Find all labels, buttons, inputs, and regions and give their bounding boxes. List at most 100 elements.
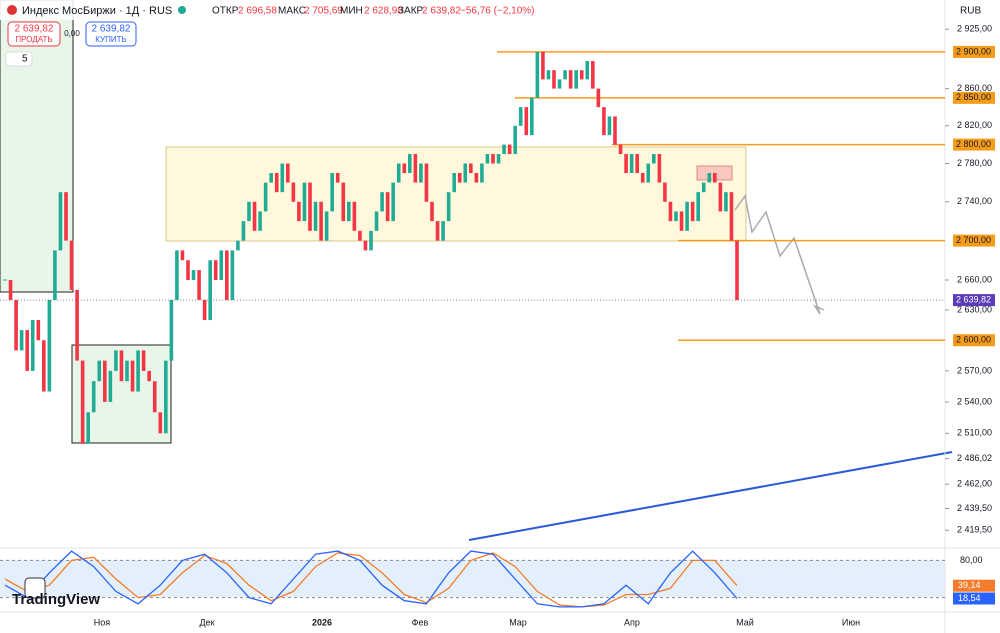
candle-body	[47, 299, 52, 392]
logo: TradingView	[12, 591, 100, 608]
candle-body	[225, 250, 229, 300]
candle-body	[474, 173, 479, 183]
candle-body	[330, 173, 334, 212]
candle-body	[663, 182, 667, 202]
level-box	[953, 45, 995, 58]
buy-label: КУПИТЬ	[95, 35, 126, 44]
candle-body	[297, 201, 301, 222]
candle-body	[97, 360, 102, 382]
candle-body	[202, 299, 207, 321]
band-label: 80,00	[960, 555, 983, 565]
candle-body	[596, 88, 601, 108]
candle-body	[269, 173, 273, 183]
candle-body	[441, 221, 445, 241]
candle-body	[430, 201, 434, 222]
candle-body	[86, 412, 90, 444]
candle-body	[557, 79, 562, 89]
candle-body	[258, 211, 262, 231]
candle-body	[141, 350, 146, 371]
candle-body	[152, 381, 157, 413]
buy-price: 2 639,82	[92, 24, 131, 35]
candle-body	[530, 97, 534, 136]
candle-body	[230, 250, 235, 300]
candle-body	[103, 360, 107, 402]
x-tick-label: Июн	[842, 617, 860, 627]
candle-body	[419, 163, 423, 183]
high: 2 705,69	[304, 6, 343, 17]
candle-body	[713, 173, 717, 183]
level-box	[953, 234, 995, 247]
level-label: 2 800,00	[956, 139, 991, 149]
level-label: 2 600,00	[956, 335, 991, 345]
level-label: 2 850,00	[956, 92, 991, 102]
candle-body	[91, 381, 96, 413]
candle-body	[729, 192, 734, 241]
candle-body	[164, 360, 168, 434]
candle-body	[502, 144, 506, 155]
tool-button[interactable]	[24, 577, 46, 599]
candle-body	[286, 163, 290, 183]
d-line	[4, 552, 738, 608]
trend-line	[468, 451, 953, 541]
candle-body	[735, 240, 739, 301]
sell-button[interactable]	[7, 21, 61, 47]
candle-body	[247, 201, 251, 222]
candle-body	[679, 211, 684, 231]
y-tick-label: 2 510,00	[957, 428, 992, 438]
candle-body	[30, 320, 35, 371]
header-bg	[0, 0, 540, 20]
level-label: 2 900,00	[956, 46, 991, 56]
candle-body	[646, 163, 651, 183]
level-box	[953, 91, 995, 104]
candle-body	[657, 154, 662, 183]
x-tick-label: 2026	[312, 617, 332, 627]
candle-body	[457, 173, 462, 183]
candle-body	[446, 192, 451, 222]
candle-body	[324, 211, 329, 241]
y-tick-label: 2 486,02	[957, 453, 992, 463]
y-tick-label: 2 820,00	[957, 120, 992, 130]
candle-body	[690, 201, 695, 222]
candle-body	[546, 70, 551, 80]
spread: 0,00	[64, 29, 80, 38]
candle-body	[180, 250, 185, 261]
candle-body	[535, 51, 540, 98]
title: Индекс МосБиржи · 1Д · RUS	[22, 5, 172, 17]
low: 2 628,98	[364, 6, 403, 17]
y-tick-label: 2 462,00	[957, 479, 992, 489]
sell-price: 2 639,82	[15, 24, 54, 35]
d-box	[953, 579, 995, 592]
candle-body	[19, 330, 24, 351]
candle-body	[219, 250, 224, 281]
y-tick-label: 2 925,00	[957, 24, 992, 34]
open: 2 696,58	[238, 6, 277, 17]
candle-body	[413, 154, 418, 183]
candle-body	[579, 70, 584, 80]
candle-body	[524, 107, 529, 136]
candle-body	[347, 201, 351, 222]
open-label: ОТКР	[212, 6, 239, 17]
candle-body	[568, 70, 573, 89]
candle-body	[463, 163, 468, 183]
candle-body	[696, 192, 700, 222]
candle-body	[635, 154, 639, 174]
candle-body	[424, 163, 429, 202]
close: 2 639,82	[422, 6, 461, 17]
candle-body	[291, 182, 296, 202]
candle-body	[385, 192, 390, 222]
x-tick-label: Мар	[509, 617, 527, 627]
candle-body	[369, 230, 373, 251]
candle-body	[607, 116, 612, 136]
candle-body	[252, 201, 257, 231]
d-label: 39,14	[958, 580, 981, 590]
candle-body	[308, 182, 312, 231]
layers-button[interactable]	[5, 51, 33, 67]
candle-body	[25, 330, 29, 371]
candle-body	[8, 280, 13, 300]
candle-body	[352, 201, 357, 231]
candle-body	[236, 240, 240, 251]
buy-button[interactable]	[85, 21, 137, 47]
flag	[7, 5, 17, 15]
candle-body	[701, 182, 706, 193]
candle-body	[496, 154, 501, 164]
